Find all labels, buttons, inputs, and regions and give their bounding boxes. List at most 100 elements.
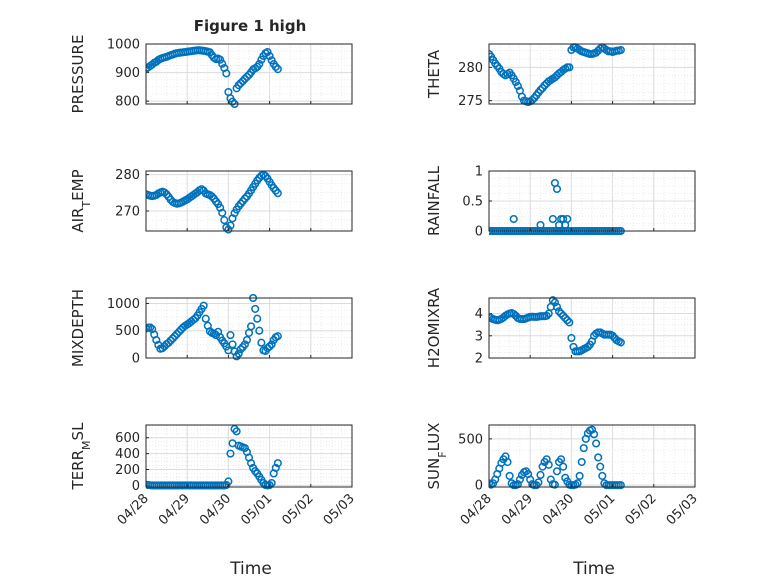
data-point [590,430,599,439]
data-point [594,453,603,462]
axes-frame [145,424,353,488]
data-point [158,344,167,353]
subplot-h2omixra: 2 3 4 H2OMIXRA [425,287,696,368]
x-tick-label: 04/29 [499,491,536,528]
data-point [257,338,266,347]
data-point [168,334,177,343]
data-point [216,55,225,64]
data-point [267,478,276,488]
data-point [273,65,282,74]
data-point [166,336,175,345]
data-point [240,74,249,83]
data-point [552,184,562,194]
data-point [189,315,198,324]
x-axis-label-left: Time [229,559,272,579]
data-point [583,342,592,351]
data-point [242,72,251,81]
series-points [146,424,282,490]
data-point [240,194,249,203]
y-axis-label: RAINFALL [425,165,443,236]
data-point [616,45,625,55]
data-point [567,333,576,343]
data-point [228,340,237,349]
data-point [608,331,617,340]
data-point [273,459,282,468]
x-tick-label: 05/01 [238,491,275,528]
series-points [489,425,625,490]
data-point [577,457,586,467]
data-point [559,462,568,471]
data-point [563,214,572,224]
data-point [201,314,210,323]
data-point [509,214,518,224]
data-point [255,326,264,335]
data-point [267,340,276,349]
data-point [546,475,555,484]
series-points [146,46,282,108]
data-point [542,311,551,320]
data-point [234,349,243,358]
data-point [226,221,235,230]
data-point [238,77,247,86]
data-point [513,81,522,91]
data-point [255,59,264,69]
y-tick-label: 400 [115,447,140,462]
x-axis-label-right: Time [572,559,615,579]
data-point [236,345,245,354]
data-point [240,340,249,349]
axes-frame [145,170,353,232]
data-point [552,467,562,476]
data-point [575,471,584,480]
axes-frame [488,43,696,105]
data-point [536,85,545,95]
y-tick-label: 0 [475,225,483,240]
data-point [587,425,597,434]
data-point [563,316,572,325]
data-point [534,478,543,487]
data-point [207,192,216,201]
y-tick-label: 275 [458,94,483,109]
subplot-mixdepth: 0 500 1000 MIXDEPTH [69,289,353,367]
y-axis-label: PRESSURE [69,35,87,114]
axes-frame [488,170,696,232]
data-point [528,95,537,105]
series-points [489,43,625,107]
data-point [596,462,605,471]
data-point [265,480,274,490]
data-point [536,470,545,480]
data-point [616,481,625,490]
data-point [251,304,260,313]
data-point [172,329,181,339]
data-point [222,69,231,78]
y-axis-label: THETA [425,49,443,99]
series-points [489,296,625,356]
data-point [273,189,282,198]
data-point [548,296,557,305]
data-point [579,444,588,453]
data-point [247,322,256,331]
data-point [273,332,282,341]
data-point [515,475,524,484]
x-tick-label: 04/28 [115,491,152,528]
y-tick-label: 0 [132,352,140,367]
y-tick-label: 600 [115,431,140,446]
data-point [209,329,219,338]
data-point [536,220,545,230]
data-point [265,51,274,61]
data-point [236,79,245,88]
axes-frame [488,424,696,488]
data-point [505,471,514,480]
y-tick-label: 0 [132,479,140,494]
data-point [559,311,568,320]
x-tick-label: 05/03 [664,491,701,528]
axes-frame [145,297,353,359]
y-tick-label: 280 [458,61,483,76]
data-point [226,331,235,340]
data-point [513,480,522,489]
y-axis-label: MIXDEPTH [69,289,87,367]
data-point [247,459,256,468]
data-point [548,214,557,224]
subplot-pressure: 800 900 1000 PRESSURE [69,35,353,114]
